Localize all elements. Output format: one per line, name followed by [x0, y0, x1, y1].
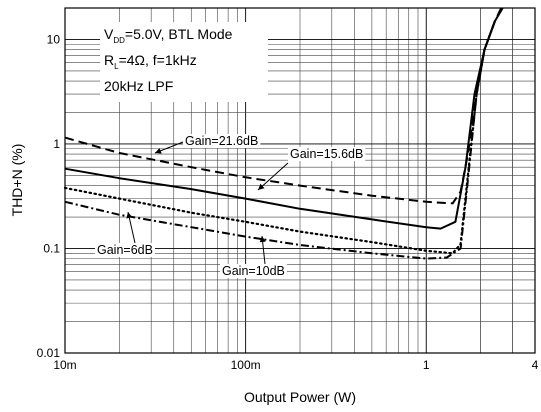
annotation-background: [288, 147, 366, 161]
x-tick-label: 10m: [53, 358, 76, 372]
annotation-label-gain-21-6db: Gain=21.6dB: [185, 134, 258, 148]
annotation-arrowhead: [259, 236, 266, 243]
conditions-block: VDD=5.0V, BTL Mode RL=4Ω, f=1kHz 20kHz L…: [100, 22, 268, 102]
x-tick-label: 1: [423, 358, 430, 372]
annotation-background: [183, 134, 261, 148]
y-axis-title: THD+N (%): [9, 144, 25, 217]
y-tick-label: 0.01: [37, 346, 61, 360]
plot-frame: [64, 7, 536, 354]
annotation-label-gain-10db: Gain=10dB: [222, 264, 285, 278]
series-line-gain-21-6db: [64, 7, 503, 205]
annotation-label-gain-15-6db: Gain=15.6dB: [290, 147, 363, 161]
y-tick-labels: 10 1 0.1 0.01: [37, 32, 61, 360]
y-tick-label: 10: [47, 32, 61, 46]
annotation-arrowhead: [258, 183, 265, 190]
y-tick-label: 1: [53, 137, 60, 151]
x-axis-title: Output Power (W): [244, 389, 356, 405]
series-line-gain-10db: [63, 20, 496, 255]
annotation-label-gain-6db: Gain=6dB: [97, 243, 153, 257]
annotation-arrowhead: [126, 212, 133, 219]
data-series: [63, 7, 504, 260]
annotation-arrowhead: [155, 148, 162, 154]
condition-load: RL=4Ω, f=1kHz: [104, 52, 197, 71]
annotation-background: [95, 243, 155, 257]
y-tick-label: 0.1: [43, 241, 60, 255]
condition-vdd: VDD=5.0V, BTL Mode: [104, 26, 233, 45]
series-line-gain-6db: [64, 20, 496, 260]
series-annotations: Gain=21.6dB Gain=15.6dB Gain=6dB Gain=10dB: [95, 134, 366, 278]
condition-filter: 20kHz LPF: [104, 78, 173, 94]
annotation-background: [220, 264, 287, 278]
x-tick-label: 100m: [231, 358, 261, 372]
conditions-background: [100, 22, 268, 102]
annotation-leader: [257, 162, 289, 191]
x-tick-labels: 10m 100m 1 4: [53, 358, 538, 372]
x-tick-label: 4: [532, 358, 539, 372]
